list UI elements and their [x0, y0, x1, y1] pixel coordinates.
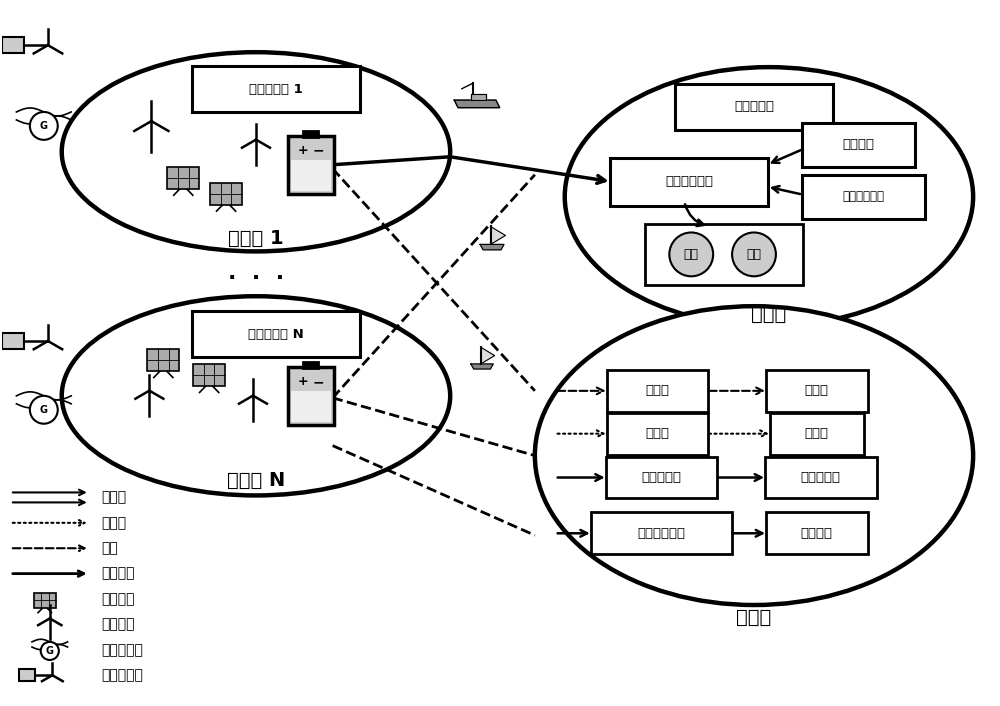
Text: 氢负荷: 氢负荷 [805, 427, 829, 440]
Ellipse shape [62, 52, 450, 251]
Bar [167, 167, 199, 189]
FancyBboxPatch shape [192, 311, 360, 357]
Text: −: − [313, 144, 324, 158]
Bar [147, 349, 179, 371]
Text: 第二储能系统: 第二储能系统 [637, 527, 685, 540]
Text: 发电岛 N: 发电岛 N [227, 471, 285, 490]
Text: G: G [40, 405, 48, 415]
Bar [210, 183, 242, 205]
Polygon shape [491, 227, 505, 244]
FancyBboxPatch shape [288, 367, 334, 425]
Text: 水负荷: 水负荷 [805, 384, 829, 397]
Text: 氢燃料电池: 氢燃料电池 [801, 471, 841, 484]
Text: 电力负荷: 电力负荷 [801, 527, 833, 540]
Ellipse shape [535, 306, 973, 605]
Text: −: − [313, 375, 324, 389]
FancyBboxPatch shape [606, 457, 717, 498]
FancyBboxPatch shape [766, 513, 868, 554]
Bar [193, 364, 225, 386]
Text: 第一聚合器 1: 第一聚合器 1 [249, 83, 303, 95]
Text: 氢气流: 氢气流 [102, 516, 127, 530]
Text: G: G [40, 121, 48, 131]
Polygon shape [471, 364, 493, 369]
Text: G: G [46, 646, 54, 656]
Text: 第二聚合器: 第二聚合器 [734, 100, 774, 114]
FancyBboxPatch shape [288, 136, 334, 193]
Text: 波浪能发电: 波浪能发电 [102, 643, 143, 657]
FancyBboxPatch shape [19, 669, 35, 681]
FancyBboxPatch shape [192, 66, 360, 112]
Text: 功率流: 功率流 [102, 491, 127, 504]
Text: 运输航线: 运输航线 [102, 567, 135, 580]
Polygon shape [480, 244, 504, 250]
FancyBboxPatch shape [591, 513, 732, 554]
Circle shape [30, 112, 58, 140]
Text: 储氢罐: 储氢罐 [645, 427, 669, 440]
Polygon shape [471, 94, 486, 100]
Ellipse shape [565, 67, 973, 326]
Text: 光伏发电: 光伏发电 [102, 592, 135, 606]
FancyBboxPatch shape [2, 37, 24, 54]
FancyBboxPatch shape [2, 333, 24, 349]
FancyBboxPatch shape [303, 362, 318, 368]
FancyBboxPatch shape [291, 391, 331, 421]
Bar [34, 592, 56, 608]
Text: 发电岛 1: 发电岛 1 [228, 229, 284, 248]
Circle shape [41, 642, 59, 660]
Text: 负荷岛: 负荷岛 [736, 607, 772, 626]
Text: 水流: 水流 [102, 542, 118, 555]
Circle shape [30, 396, 58, 424]
FancyBboxPatch shape [765, 457, 877, 498]
FancyBboxPatch shape [802, 123, 915, 167]
Text: 海水淡化系统: 海水淡化系统 [843, 190, 885, 203]
FancyBboxPatch shape [303, 131, 318, 137]
FancyBboxPatch shape [766, 370, 868, 412]
Text: +: + [298, 376, 308, 388]
FancyBboxPatch shape [607, 413, 708, 455]
Polygon shape [454, 100, 500, 108]
Text: 淡水: 淡水 [746, 248, 761, 261]
Text: +: + [298, 144, 308, 157]
Text: 第一聚合器 N: 第一聚合器 N [248, 328, 304, 340]
Circle shape [732, 232, 776, 276]
Circle shape [669, 232, 713, 276]
Text: 氢气: 氢气 [684, 248, 699, 261]
Text: 海流能发电: 海流能发电 [102, 668, 143, 682]
Text: 第三聚合器: 第三聚合器 [641, 471, 681, 484]
Text: 第一储能系统: 第一储能系统 [665, 175, 713, 189]
FancyBboxPatch shape [770, 413, 864, 455]
Text: 风能发电: 风能发电 [102, 618, 135, 631]
Text: ·  ·  ·: · · · [228, 268, 284, 288]
Text: 生产岛: 生产岛 [751, 305, 787, 323]
FancyBboxPatch shape [645, 224, 803, 285]
FancyBboxPatch shape [610, 157, 768, 205]
Ellipse shape [62, 297, 450, 496]
Text: 储氢系统: 储氢系统 [843, 138, 875, 151]
FancyBboxPatch shape [607, 370, 708, 412]
FancyBboxPatch shape [802, 174, 925, 219]
Polygon shape [481, 347, 495, 364]
FancyBboxPatch shape [291, 160, 331, 191]
Text: 储水罐: 储水罐 [645, 384, 669, 397]
FancyBboxPatch shape [675, 84, 833, 130]
